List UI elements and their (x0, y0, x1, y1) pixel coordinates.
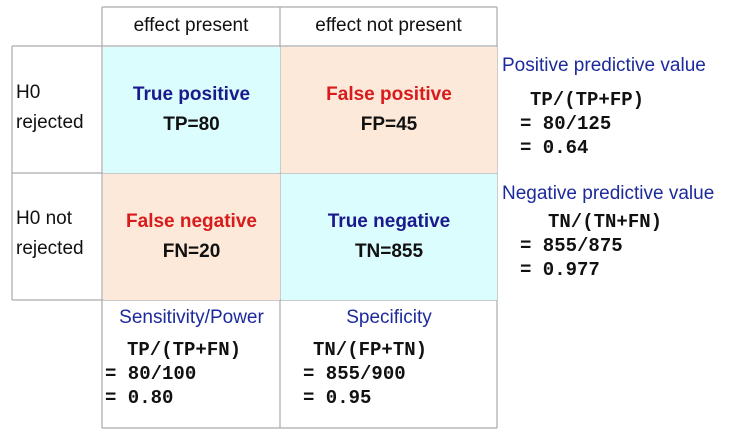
column-header-effect-not-present: effect not present (315, 15, 462, 36)
cell-title: True positive (132, 84, 251, 105)
cell-count: TP=80 (163, 114, 220, 135)
metric-title: Negative predictive value (502, 183, 715, 204)
metric-specificity: Specificity TN/(FP+TN) = 855/900 = 0.95 (281, 306, 497, 410)
cell-false-negative: False negative FN=20 (103, 174, 280, 300)
cell-title: True negative (327, 211, 451, 232)
cell-title: False positive (326, 84, 452, 105)
cell-true-positive: True positive TP=80 (103, 47, 280, 173)
row-label-line: rejected (16, 112, 84, 133)
formula-line: = 0.80 (105, 387, 174, 409)
formula-line: TN/(TN+FN) (548, 211, 663, 233)
formula-line: = 80/100 (105, 363, 197, 385)
formula-line: = 0.95 (303, 387, 372, 409)
row-label-h0-not-rejected: H0 not rejected (16, 204, 100, 264)
row-label-h0-rejected: H0 rejected (16, 78, 100, 138)
cell-count: FP=45 (360, 114, 418, 135)
row-label-line: H0 not (16, 208, 72, 229)
formula-line: TN/(FP+TN) (313, 339, 428, 361)
metric-title: Sensitivity/Power (119, 307, 264, 328)
formula-line: TP/(TP+FN) (127, 339, 242, 361)
cell-title: False negative (126, 211, 257, 232)
row-label-line: H0 (16, 82, 41, 103)
cell-count: TN=855 (354, 241, 424, 262)
cell-count: FN=20 (162, 241, 221, 262)
metric-positive-predictive-value: Positive predictive value TP/(TP+FP) = 8… (502, 54, 752, 160)
formula-line: TP/(TP+FP) (530, 89, 645, 111)
formula-line: = 80/125 (520, 113, 612, 135)
metric-sensitivity-power: Sensitivity/Power TP/(TP+FN) = 80/100 = … (103, 306, 280, 410)
cell-false-positive: False positive FP=45 (281, 47, 497, 173)
cell-true-negative: True negative TN=855 (281, 174, 497, 300)
formula-line: = 0.977 (520, 259, 600, 281)
column-header-effect-present: effect present (133, 15, 249, 36)
metric-title: Specificity (346, 307, 432, 328)
formula-line: = 855/875 (520, 235, 623, 257)
metric-negative-predictive-value: Negative predictive value TN/(TN+FN) = 8… (502, 182, 752, 282)
formula-line: = 855/900 (303, 363, 406, 385)
row-label-line: rejected (16, 238, 84, 259)
metric-title: Positive predictive value (502, 55, 706, 76)
formula-line: = 0.64 (520, 137, 589, 159)
